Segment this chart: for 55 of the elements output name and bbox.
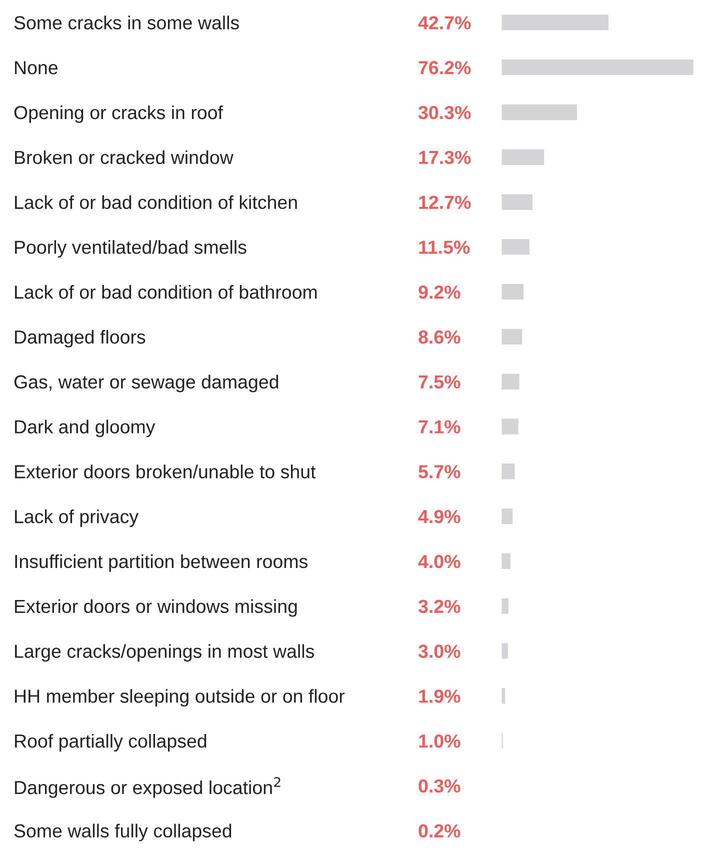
data-label: 0.3% — [418, 779, 460, 793]
data-label: 12.7% — [419, 196, 471, 209]
data-label: 1.9% — [419, 690, 460, 703]
data-label: 0.2% — [418, 824, 460, 838]
bar — [501, 327, 524, 346]
bar — [501, 103, 578, 122]
bar — [501, 596, 510, 616]
data-label: 42.7% — [418, 16, 471, 30]
data-label: 7.1% — [418, 420, 460, 434]
y-tick-label: HH member sleeping outside or on floor — [15, 689, 345, 707]
y-tick-label: Some walls fully collapsed — [14, 824, 232, 842]
data-label: 17.3% — [419, 150, 471, 164]
bar — [501, 372, 521, 391]
y-tick-label: Dangerous or exposed location$^{2}$ — [15, 777, 280, 798]
data-label: 3.2% — [418, 600, 460, 614]
y-tick-label: Poorly ventilated/bad smells — [15, 240, 246, 258]
bar — [501, 238, 531, 256]
bar — [501, 552, 512, 570]
bar — [501, 462, 516, 481]
data-label: 9.2% — [418, 286, 460, 299]
data-label: 76.2% — [418, 61, 471, 74]
bar — [501, 282, 525, 302]
data-label: 5.7% — [418, 465, 460, 478]
data-label: 7.5% — [418, 375, 460, 389]
y-tick-label: Dark and gloomy — [15, 420, 156, 438]
y-tick-label: Some cracks in some walls — [14, 16, 239, 30]
bar — [501, 58, 694, 77]
data-label: 30.3% — [418, 106, 471, 120]
y-tick-label: Exterior doors broken/unable to shut — [15, 464, 316, 478]
data-label: 8.6% — [418, 330, 460, 344]
bar — [501, 417, 520, 436]
y-tick-label: None — [15, 61, 58, 74]
data-label: 11.5% — [419, 240, 470, 254]
y-tick-label: Exterior doors or windows missing — [15, 599, 297, 617]
y-tick-label: Lack of or bad condition of kitchen — [15, 195, 297, 210]
y-tick-label: Damaged floors — [15, 330, 146, 348]
data-label: 4.0% — [418, 554, 460, 568]
bar — [501, 507, 514, 526]
bar — [501, 732, 504, 750]
y-tick-label: Gas, water or sewage damaged — [14, 374, 278, 392]
bar — [501, 148, 546, 166]
bar — [501, 642, 510, 660]
data-label: 1.0% — [419, 734, 460, 748]
y-tick-label: Lack of privacy — [15, 509, 139, 527]
data-label: 3.0% — [418, 644, 460, 658]
y-tick-label: Large cracks/openings in most walls — [15, 644, 314, 662]
y-tick-label: Insufficient partition between rooms — [15, 554, 308, 572]
y-tick-label: Roof partially collapsed — [15, 734, 206, 752]
y-tick-label: Broken or cracked window — [15, 150, 234, 164]
y-tick-label: Opening or cracks in roof — [14, 105, 223, 123]
bar — [501, 13, 610, 32]
y-tick-label: Lack of or bad condition of bathroom — [15, 285, 317, 299]
bar — [501, 686, 507, 706]
data-label: 4.9% — [418, 510, 460, 524]
bar — [501, 192, 534, 212]
